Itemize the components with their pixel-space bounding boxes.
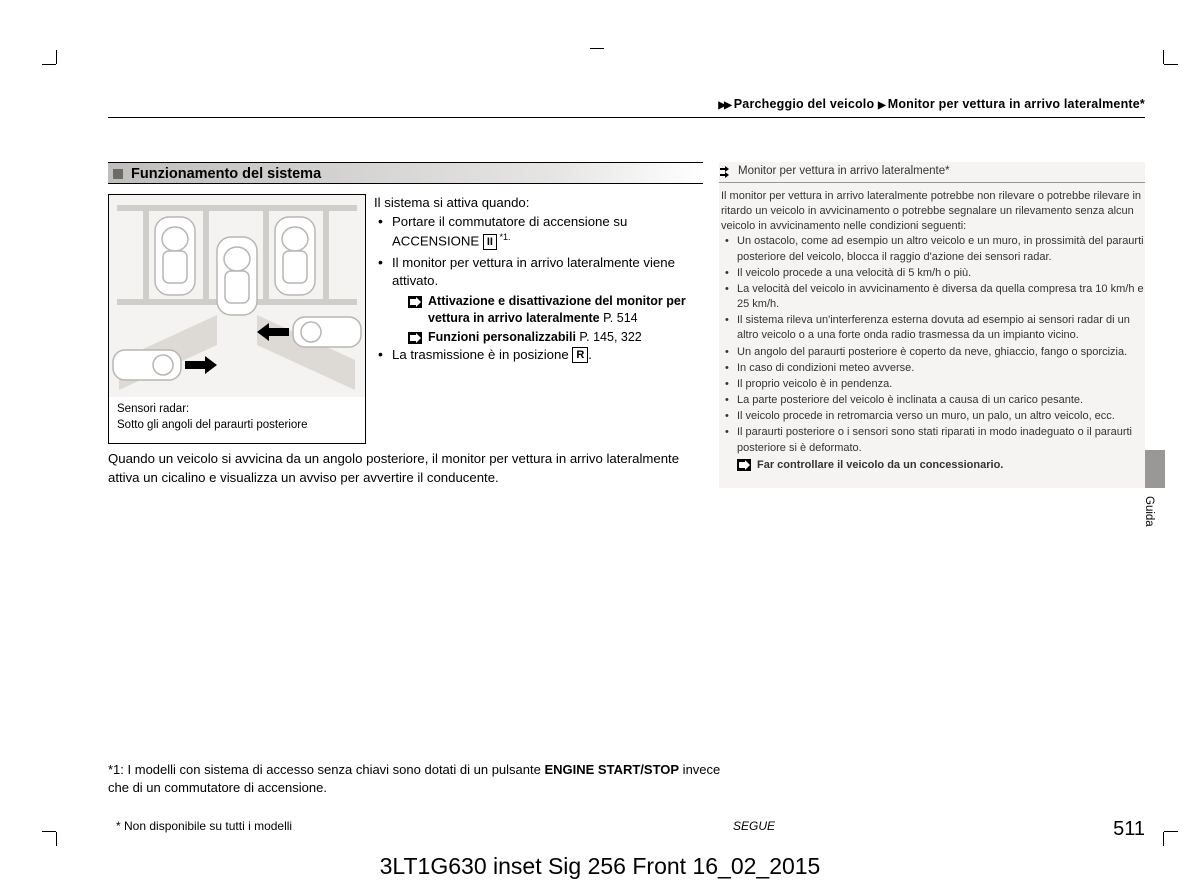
footnote: *1: I modelli con sistema di accesso sen… xyxy=(108,761,728,797)
availability-note: * Non disponibile su tutti i modelli xyxy=(116,819,292,833)
reference-arrow-icon xyxy=(408,332,422,344)
breadcrumb-marker: ▶▶ xyxy=(718,100,729,111)
cross-reference: Attivazione e disattivazione del monitor… xyxy=(408,293,703,327)
list-item: Portare il commutatore di accensione su … xyxy=(392,213,703,252)
list-item: La velocità del veicolo in avvicinamento… xyxy=(737,282,1145,312)
sidebar-intro: Il monitor per vettura in arrivo lateral… xyxy=(721,189,1145,235)
list-item: Il paraurti posteriore o i sensori sono … xyxy=(737,425,1145,455)
intro-text: Il sistema si attiva quando: xyxy=(374,194,703,213)
breadcrumb: ▶▶ Parcheggio del veicolo ▶ Monitor per ve… xyxy=(108,97,1145,111)
list-item: La trasmissione è in posizione R. xyxy=(392,346,703,365)
list-item: In caso di condizioni meteo avverse. xyxy=(737,361,1145,376)
sidebar-list: Un ostacolo, come ad esempio un altro ve… xyxy=(721,234,1145,455)
body-paragraph: Quando un veicolo si avvicina da un ango… xyxy=(108,450,703,487)
gear-position-icon: R xyxy=(572,347,588,363)
cross-reference: Funzioni personalizzabili P. 145, 322 xyxy=(408,329,703,346)
square-bullet-icon xyxy=(113,169,123,179)
diagram-figure: Sensori radar: Sotto gli angoli del para… xyxy=(108,194,366,444)
sidebar-column: Monitor per vettura in arrivo lateralmen… xyxy=(719,162,1145,488)
list-item: Un angolo del paraurti posteriore è cope… xyxy=(737,345,1145,360)
continued-indicator: SEGUE xyxy=(733,819,775,833)
main-column: Funzionamento del sistema xyxy=(108,162,703,488)
list-item: Il proprio veicolo è in pendenza. xyxy=(737,377,1145,392)
sidebar-title: Monitor per vettura in arrivo lateralmen… xyxy=(738,164,950,180)
reference-arrow-icon xyxy=(408,296,422,308)
divider xyxy=(108,117,1145,118)
page-number: 511 xyxy=(1113,818,1145,841)
list-item: Il veicolo procede a una velocità di 5 k… xyxy=(737,266,1145,281)
sidebar-heading: Monitor per vettura in arrivo lateralmen… xyxy=(719,162,1145,183)
main-text: Il sistema si attiva quando: Portare il … xyxy=(374,194,703,444)
list-item: Un ostacolo, come ad esempio un altro ve… xyxy=(737,234,1145,264)
info-lines-icon xyxy=(719,166,735,178)
section-heading: Funzionamento del sistema xyxy=(108,162,703,184)
breadcrumb-marker: ▶ xyxy=(878,100,884,111)
ignition-position-icon: II xyxy=(483,234,497,250)
print-signature-footer: 3LT1G630 inset Sig 256 Front 16_02_2015 xyxy=(0,853,1200,880)
parking-diagram-icon xyxy=(109,195,365,397)
section-title: Funzionamento del sistema xyxy=(131,163,321,183)
breadcrumb-part-2: Monitor per vettura in arrivo lateralmen… xyxy=(888,97,1145,111)
list-item: Il sistema rileva un'interferenza estern… xyxy=(737,313,1145,343)
reference-arrow-icon xyxy=(737,459,751,471)
breadcrumb-part-1: Parcheggio del veicolo xyxy=(734,97,875,111)
list-item: La parte posteriore del veicolo è inclin… xyxy=(737,393,1145,408)
diagram-caption: Sensori radar: Sotto gli angoli del para… xyxy=(109,397,365,443)
cross-reference: Far controllare il veicolo da un concess… xyxy=(737,458,1145,473)
list-item: Il monitor per vettura in arrivo lateral… xyxy=(392,254,703,291)
list-item: Il veicolo procede in retromarcia verso … xyxy=(737,409,1145,424)
